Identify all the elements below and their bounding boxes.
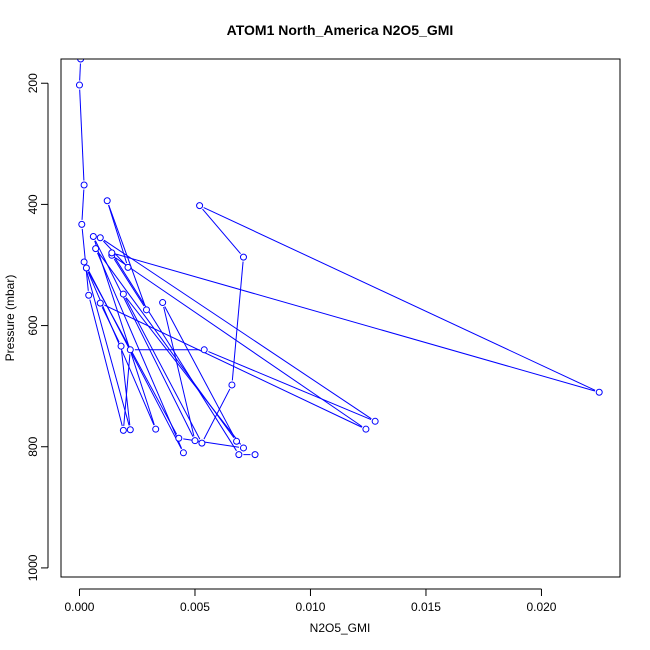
data-point (200, 346, 208, 354)
data-point (239, 444, 247, 452)
data-point (595, 388, 603, 396)
x-tick-label: 0.020 (526, 600, 556, 614)
data-point (198, 439, 206, 447)
data-point (362, 425, 370, 433)
series-line-segment (164, 306, 235, 438)
data-point (96, 299, 104, 307)
series-line-segment (203, 388, 231, 440)
x-tick-label: 0.005 (180, 600, 210, 614)
data-point (78, 220, 86, 228)
y-axis-label: Pressure (mbar) (3, 275, 17, 362)
data-point (126, 426, 134, 434)
data-point (228, 381, 236, 389)
data-point (117, 342, 125, 350)
series-group (75, 59, 603, 459)
x-tick-label: 0.015 (411, 600, 441, 614)
x-tick-label: 0.000 (64, 600, 94, 614)
series-line-segment (115, 257, 363, 428)
series-line-segment (163, 306, 195, 437)
series-line-segment (94, 240, 155, 426)
series-line-segment (108, 204, 128, 264)
y-tick-label: 1000 (26, 554, 40, 581)
data-point (103, 197, 111, 205)
data-point (152, 425, 160, 433)
y-tick-label: 400 (26, 194, 40, 214)
series-line-segment (79, 89, 85, 181)
series-line-segment (96, 252, 183, 449)
data-point (239, 253, 247, 261)
data-point (96, 234, 104, 242)
data-point (75, 81, 83, 89)
y-tick-label: 200 (26, 73, 40, 93)
data-point (142, 306, 150, 314)
data-point (179, 449, 187, 457)
series-line-segment (208, 351, 372, 421)
y-axis: 200 400 600 800 1000 (26, 73, 49, 581)
series-line-segment (125, 297, 242, 445)
series-line-segment (113, 256, 237, 452)
data-point (92, 245, 100, 253)
data-point (251, 451, 259, 459)
series-line-segment (94, 240, 194, 437)
series-line-segment (108, 204, 146, 306)
data-point (80, 258, 88, 266)
series-line-segment (84, 266, 130, 426)
y-tick-label: 600 (26, 315, 40, 335)
data-point (119, 426, 127, 434)
series-line-segment (81, 189, 85, 220)
x-tick-label: 0.010 (295, 600, 325, 614)
data-point (77, 59, 85, 63)
data-point (233, 437, 241, 445)
chart-title: ATOM1 North_America N2O5_GMI (227, 22, 454, 38)
series-line-segment (125, 297, 201, 440)
data-point (371, 417, 379, 425)
series-line-segment (89, 299, 123, 427)
data-point (124, 263, 132, 271)
data-point (235, 451, 243, 459)
series-line-segment (88, 271, 178, 435)
data-point (159, 299, 167, 307)
data-point (108, 249, 116, 257)
data-point (119, 290, 127, 298)
series-line-segment (202, 208, 241, 255)
data-point (196, 202, 204, 210)
series-line-segment (116, 253, 596, 392)
y-tick-label: 800 (26, 436, 40, 456)
data-point (175, 434, 183, 442)
data-point (126, 346, 134, 354)
data-point (80, 181, 88, 189)
data-point (85, 291, 93, 299)
x-axis-label: N2O5_GMI (310, 621, 371, 635)
series-line-segment (231, 261, 244, 381)
series-line-segment (113, 258, 145, 307)
data-point (191, 437, 199, 445)
plot-frame (60, 58, 621, 578)
series-line-segment (121, 350, 131, 426)
series-line-segment (79, 63, 81, 81)
data-point (89, 233, 97, 241)
data-point (82, 264, 90, 272)
x-axis: 0.000 0.005 0.010 0.015 0.020 (64, 588, 557, 614)
series-line-segment (103, 239, 372, 420)
series-line-segment (203, 207, 596, 391)
